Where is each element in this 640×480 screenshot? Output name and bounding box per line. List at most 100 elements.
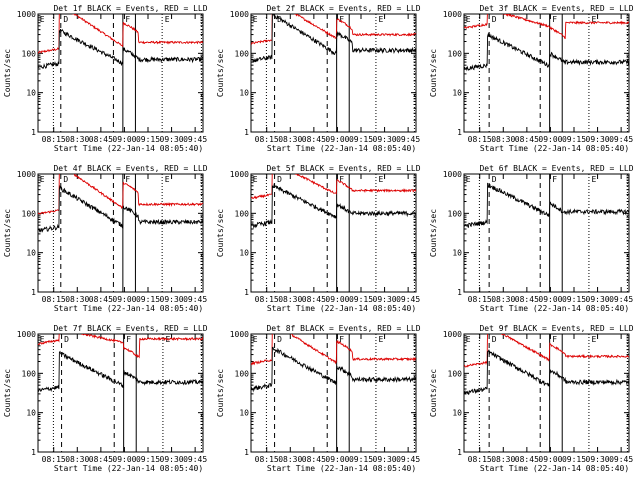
x-tick-label: 09:00 (325, 295, 349, 304)
marker-label-f: F (339, 335, 344, 344)
y-tick-label: 1 (457, 448, 462, 457)
x-tick-label: 08:30 (65, 135, 89, 144)
panel-7: Det 7f BLACK = Events, RED = LLD 1 10 100 10… (3, 324, 208, 473)
marker-label-e2: E (592, 175, 597, 184)
y-axis-label: Counts/sec (3, 369, 12, 417)
panel-title: Det 3f BLACK = Events, RED = LLD (479, 4, 633, 13)
events-series-line (251, 183, 416, 229)
x-tick-label: 09:15 (562, 295, 586, 304)
y-axis-label: Counts/sec (429, 369, 438, 417)
y-tick-label: 1000 (443, 330, 462, 339)
plot-frame (463, 333, 630, 453)
panel-3: Det 3f BLACK = Events, RED = LLD 1 10 100 10… (429, 4, 634, 153)
marker-label-f: F (552, 15, 557, 24)
x-tick-label: 09:45 (396, 295, 420, 304)
x-tick-label: 08:45 (89, 455, 113, 464)
x-tick-label: 09:00 (112, 455, 136, 464)
y-tick-label: 10 (239, 249, 249, 258)
y-tick-label: 1 (31, 288, 36, 297)
y-tick-label: 1000 (230, 10, 249, 19)
marker-label-f: F (552, 335, 557, 344)
marker-label-f: F (125, 175, 130, 184)
events-series-line (251, 346, 416, 393)
panel-title: Det 1f BLACK = Events, RED = LLD (53, 4, 207, 13)
y-tick-label: 10 (239, 89, 249, 98)
marker-label-e1: E (253, 175, 258, 184)
panel-title: Det 7f BLACK = Events, RED = LLD (53, 324, 207, 333)
marker-label-d: D (277, 15, 282, 24)
y-tick-label: 1000 (443, 170, 462, 179)
x-tick-label: 09:30 (373, 455, 397, 464)
marker-label-d: D (277, 175, 282, 184)
x-tick-label: 08:30 (278, 455, 302, 464)
panel-title: Det 6f BLACK = Events, RED = LLD (479, 164, 633, 173)
marker-label-f: F (125, 15, 130, 24)
x-tick-label: 08:15 (255, 455, 279, 464)
y-tick-label: 1 (31, 448, 36, 457)
x-tick-label: 09:00 (538, 295, 562, 304)
x-tick-label: 08:45 (89, 135, 113, 144)
marker-label-e1: E (40, 335, 45, 344)
plot-frame (250, 333, 417, 453)
marker-label-e2: E (165, 15, 170, 24)
x-tick-label: 09:15 (136, 135, 160, 144)
y-tick-label: 1 (31, 128, 36, 137)
x-tick-label: 08:15 (468, 135, 492, 144)
x-tick-label: 09:45 (609, 135, 633, 144)
marker-label-e1: E (40, 175, 45, 184)
panel-title: Det 4f BLACK = Events, RED = LLD (53, 164, 207, 173)
x-tick-label: 09:45 (396, 135, 420, 144)
y-tick-label: 10 (26, 409, 36, 418)
y-tick-label: 1000 (17, 10, 36, 19)
x-tick-label: 09:30 (586, 135, 610, 144)
x-tick-label: 08:30 (65, 455, 89, 464)
marker-label-d: D (492, 15, 497, 24)
x-axis-label: Start Time (22-Jan-14 08:05:40) (267, 304, 416, 313)
x-tick-label: 09:00 (112, 295, 136, 304)
marker-label-d: D (63, 15, 68, 24)
plot-frame (250, 173, 417, 293)
y-tick-label: 10 (452, 249, 462, 258)
x-tick-label: 09:30 (373, 135, 397, 144)
panel-4: Det 4f BLACK = Events, RED = LLD 1 10 100 10… (3, 164, 208, 313)
x-tick-label: 08:15 (42, 455, 66, 464)
marker-label-e2: E (379, 15, 384, 24)
marker-label-e1: E (253, 15, 258, 24)
plot-frame (250, 13, 417, 133)
events-series-line (464, 182, 629, 229)
y-tick-label: 100 (235, 49, 250, 58)
x-tick-label: 08:15 (255, 135, 279, 144)
x-tick-label: 09:00 (325, 135, 349, 144)
panel-title: Det 5f BLACK = Events, RED = LLD (266, 164, 420, 173)
events-series-line (251, 14, 416, 63)
marker-label-f: F (126, 335, 131, 344)
x-tick-label: 08:15 (468, 455, 492, 464)
panel-6: Det 6f BLACK = Events, RED = LLD 1 10 100 10… (429, 164, 634, 313)
y-tick-label: 10 (26, 249, 36, 258)
x-tick-label: 09:45 (396, 455, 420, 464)
x-tick-label: 09:15 (562, 135, 586, 144)
y-tick-label: 100 (448, 49, 463, 58)
y-tick-label: 1 (457, 288, 462, 297)
plot-frame (37, 13, 204, 133)
y-tick-label: 100 (22, 369, 37, 378)
panel-1: Det 1f BLACK = Events, RED = LLD 1 10 100 10… (3, 4, 208, 153)
y-tick-label: 1000 (17, 170, 36, 179)
y-tick-label: 100 (22, 209, 37, 218)
x-tick-label: 08:45 (302, 455, 326, 464)
x-tick-label: 09:15 (136, 295, 160, 304)
marker-label-d: D (63, 175, 68, 184)
events-series-line (464, 32, 629, 72)
x-tick-label: 08:15 (42, 295, 66, 304)
y-axis-label: Counts/sec (216, 49, 225, 97)
y-axis-label: Counts/sec (3, 49, 12, 97)
x-tick-label: 09:00 (538, 455, 562, 464)
x-axis-label: Start Time (22-Jan-14 08:05:40) (267, 464, 416, 473)
lld-series-line (38, 334, 203, 359)
y-axis-label: Counts/sec (3, 209, 12, 257)
events-series-line (464, 348, 629, 395)
x-tick-label: 09:30 (586, 455, 610, 464)
x-tick-label: 09:15 (136, 455, 160, 464)
x-tick-label: 09:30 (373, 295, 397, 304)
x-tick-label: 08:30 (278, 135, 302, 144)
